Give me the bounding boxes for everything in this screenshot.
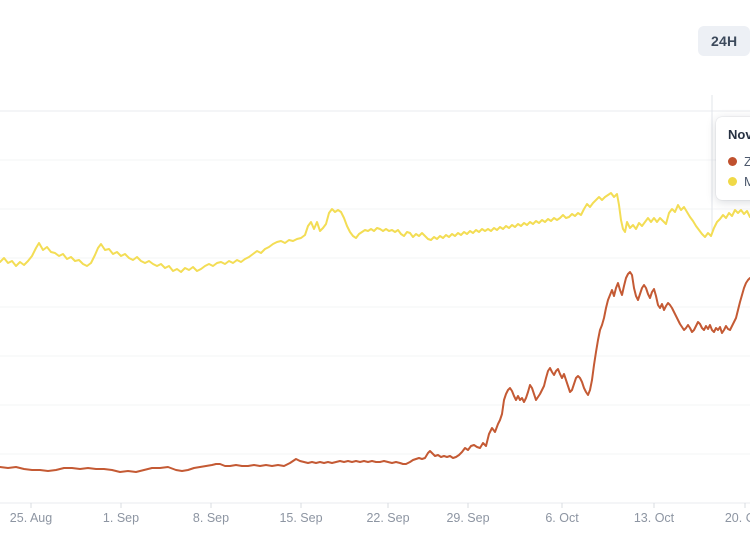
x-axis-label: 1. Sep	[102, 511, 140, 525]
tooltip-date-label: Nov	[728, 127, 750, 142]
range-24h-button[interactable]: 24H	[698, 26, 750, 56]
x-axis-label: 29. Sep	[446, 511, 490, 525]
series-z-line	[0, 271, 750, 473]
tooltip-row-z-label: Z	[744, 154, 750, 169]
series-z-dot-icon	[728, 157, 737, 166]
tooltip-row-m: M	[728, 173, 750, 190]
x-axis-label: 20. Oct	[724, 511, 750, 525]
x-axis-label: 8. Sep	[192, 511, 230, 525]
x-axis-label: 13. Oct	[633, 511, 675, 525]
chart-tooltip: Nov Z M	[716, 117, 750, 200]
x-axis-label: 22. Sep	[366, 511, 410, 525]
tooltip-row-m-label: M	[744, 174, 750, 189]
series-m-line	[0, 192, 750, 273]
series-m-dot-icon	[728, 177, 737, 186]
x-axis-label: 6. Oct	[545, 511, 579, 525]
tooltip-row-z: Z	[728, 153, 750, 170]
x-axis-label: 25. Aug	[9, 511, 53, 525]
x-axis-label: 15. Sep	[279, 511, 323, 525]
